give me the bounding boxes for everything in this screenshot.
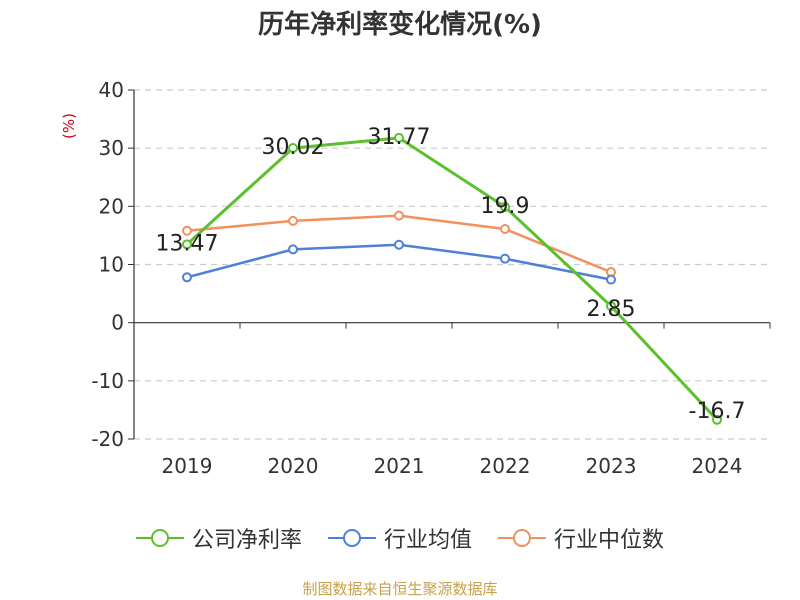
- data-label: 13.47: [156, 231, 219, 256]
- data-point: [500, 253, 510, 264]
- y-tick-label: 20: [99, 194, 124, 218]
- y-tick-label: 10: [99, 253, 124, 277]
- data-label: -16.7: [689, 399, 746, 424]
- data-point: [394, 132, 404, 143]
- legend-label-industry-median: 行业中位数: [554, 528, 665, 553]
- data-point: [394, 210, 404, 221]
- x-tick-label: 2023: [586, 454, 637, 478]
- legend-item-industry-mean[interactable]: 行业均值: [327, 522, 472, 554]
- axes: -20 -10 0 10 20 30 40 2019 2020 2021 2022 2023 2024: [91, 78, 771, 478]
- x-tick-label: 2020: [268, 454, 319, 478]
- x-tick-label: 2024: [692, 454, 743, 478]
- data-label: 19.9: [481, 194, 530, 219]
- legend-marker-industry-median: [498, 527, 546, 549]
- legend: 公司净利率 行业均值 行业中位数: [0, 522, 800, 554]
- data-label: 2.85: [587, 297, 636, 322]
- data-label: 31.77: [368, 125, 431, 150]
- data-point: [182, 272, 192, 283]
- data-point: [606, 274, 616, 285]
- y-tick-label: 30: [99, 136, 124, 160]
- data-point: [500, 201, 510, 212]
- data-point: [288, 215, 298, 226]
- source-note: 制图数据来自恒生聚源数据库: [302, 580, 498, 598]
- data-point: [394, 239, 404, 250]
- y-tick-label: -10: [91, 369, 124, 393]
- data-label: 30.02: [262, 135, 325, 160]
- data-point: [182, 225, 192, 236]
- data-point: [288, 143, 298, 154]
- y-tick-label: 0: [111, 311, 124, 335]
- data-point: [606, 301, 616, 312]
- chart-title: 历年净利率变化情况(%): [258, 10, 542, 40]
- series-lines: [182, 132, 722, 425]
- y-tick-label: 40: [99, 78, 124, 102]
- series-line: [186, 243, 612, 281]
- legend-item-company[interactable]: 公司净利率: [135, 522, 302, 554]
- legend-label-company: 公司净利率: [191, 528, 302, 553]
- x-tick-label: 2021: [374, 454, 425, 478]
- x-tick-label: 2022: [480, 454, 531, 478]
- y-tick-label: -20: [91, 427, 124, 451]
- data-point: [288, 244, 298, 255]
- legend-marker-industry-mean: [327, 527, 376, 549]
- grid-lines: [134, 89, 770, 440]
- legend-marker-company: [135, 527, 184, 549]
- data-point: [182, 239, 192, 250]
- legend-label-industry-mean: 行业均值: [383, 528, 472, 553]
- data-point: [712, 414, 722, 425]
- data-point: [500, 224, 510, 235]
- legend-item-industry-median[interactable]: 行业中位数: [498, 522, 664, 554]
- y-axis-label: (%): [60, 113, 78, 139]
- series-line: [185, 136, 719, 421]
- data-labels: 13.47 30.02 31.77 19.9 2.85 -16.7: [156, 125, 746, 424]
- x-tick-label: 2019: [162, 454, 213, 478]
